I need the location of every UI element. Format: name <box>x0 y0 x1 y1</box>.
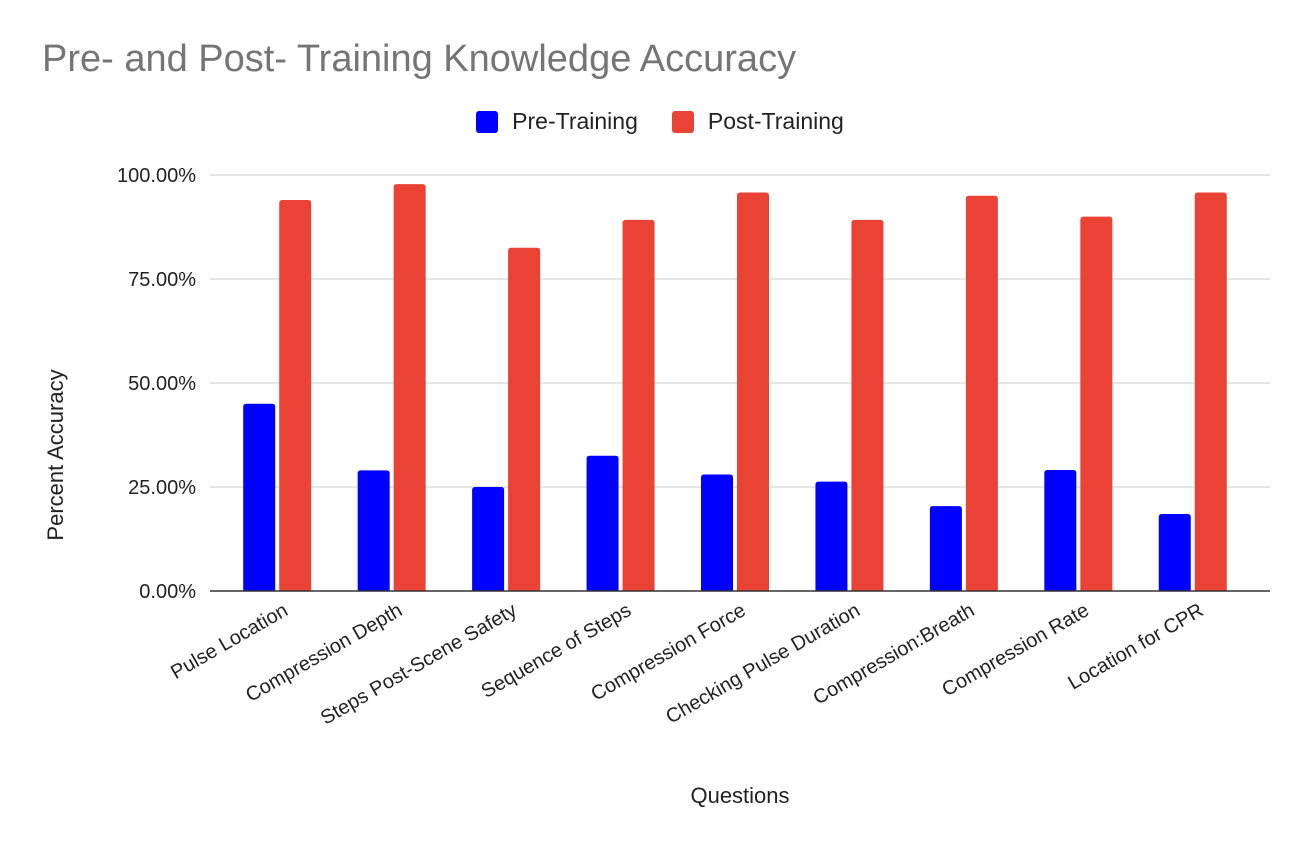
bar-post-training <box>508 247 541 592</box>
bar-pre-training <box>357 470 390 591</box>
bar-pre-training <box>815 481 848 591</box>
legend-label-post-training: Post-Training <box>707 108 844 134</box>
bar-post-training <box>622 219 655 592</box>
bar-pre-training <box>586 455 619 591</box>
bars <box>243 184 1227 592</box>
legend-item-post-training: Post-Training <box>671 108 844 135</box>
bar-post-training <box>1194 192 1227 592</box>
bar-pre-training <box>1044 469 1077 591</box>
y-axis-title: Percent Accuracy <box>43 369 68 540</box>
bar-pre-training <box>1158 514 1191 591</box>
y-tick-label: 75.00% <box>128 269 196 291</box>
legend-label-pre-training: Pre-Training <box>512 108 638 134</box>
legend: Pre-Training Post-Training <box>0 108 1312 135</box>
chart-title: Pre- and Post- Training Knowledge Accura… <box>42 38 797 80</box>
legend-swatch-post-training <box>671 110 694 133</box>
x-category-label: Steps Post-Scene Safety <box>317 599 521 729</box>
bar-post-training <box>965 195 998 592</box>
legend-item-pre-training: Pre-Training <box>476 108 638 135</box>
y-tick-label: 25.00% <box>128 477 196 499</box>
y-tick-label: 50.00% <box>128 373 196 395</box>
x-category-label: Checking Pulse Duration <box>662 599 864 728</box>
x-axis-title: Questions <box>690 783 789 808</box>
bar-pre-training <box>929 506 962 591</box>
bar-post-training <box>279 199 312 591</box>
bar-post-training <box>851 219 884 592</box>
y-tick-label: 0.00% <box>139 581 196 603</box>
y-tick-label: 100.00% <box>117 165 196 187</box>
bar-pre-training <box>701 474 733 591</box>
bar-post-training <box>1080 216 1113 591</box>
bar-post-training <box>737 192 769 592</box>
bar-pre-training <box>472 487 505 591</box>
y-tick-labels: 0.00% 25.00% 50.00% 75.00% 100.00% <box>117 165 196 603</box>
bar-pre-training <box>243 403 276 591</box>
bar-post-training <box>393 184 426 592</box>
legend-swatch-pre-training <box>476 110 499 133</box>
